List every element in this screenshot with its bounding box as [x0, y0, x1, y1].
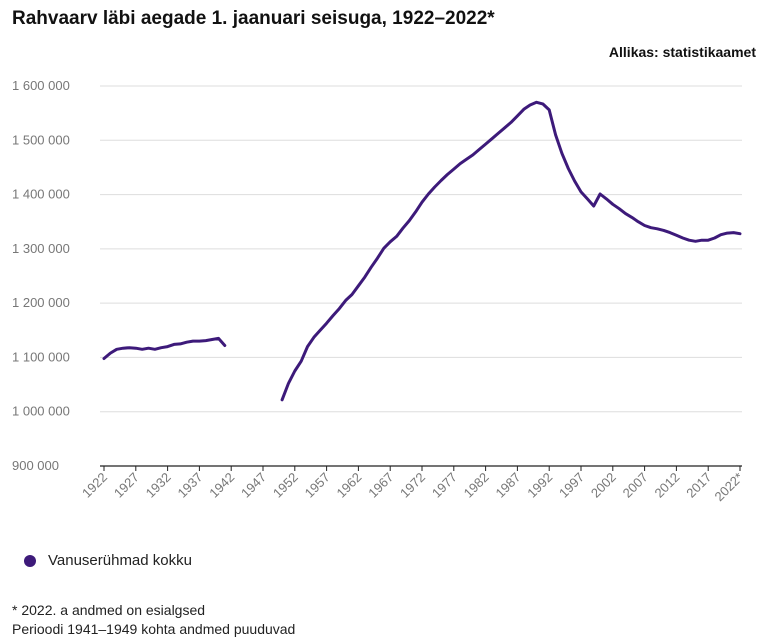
x-tick-label: 1932 [143, 470, 174, 501]
x-tick-label: 2017 [683, 470, 714, 501]
y-tick-label: 1 300 000 [12, 241, 70, 256]
x-tick-label: 1957 [302, 470, 333, 501]
x-tick-label: 1997 [556, 470, 587, 501]
x-tick-label: 1977 [429, 470, 460, 501]
x-tick-label: 1992 [524, 470, 555, 501]
x-tick-label: 2022* [711, 470, 746, 505]
chart-title: Rahvaarv läbi aegade 1. jaanuari seisuga… [12, 8, 495, 29]
y-tick-label: 1 000 000 [12, 404, 70, 419]
x-tick-label: 1962 [333, 470, 364, 501]
footnotes: * 2022. a andmed on esialgsed Perioodi 1… [12, 601, 295, 639]
x-tick-label: 1972 [397, 470, 428, 501]
x-tick-label: 1967 [365, 470, 396, 501]
x-tick-label: 1982 [461, 470, 492, 501]
legend: Vanuserühmad kokku [24, 552, 192, 569]
x-tick-label: 1952 [270, 470, 301, 501]
y-tick-label: 1 400 000 [12, 187, 70, 202]
x-tick-label: 1927 [111, 470, 142, 501]
footnote-missing-period: Perioodi 1941–1949 kohta andmed puuduvad [12, 621, 296, 637]
y-tick-label: 1 600 000 [12, 78, 70, 93]
footnote-preliminary: * 2022. a andmed on esialgsed [12, 602, 206, 618]
x-tick-label: 2012 [651, 470, 682, 501]
series-line-segment-1 [102, 336, 227, 360]
legend-label: Vanuserühmad kokku [48, 552, 192, 569]
y-tick-label: 900 000 [12, 458, 59, 473]
x-tick-label: 1922 [79, 470, 110, 501]
source-label: Allikas: statistikaamet [608, 44, 756, 60]
x-tick-label: 1937 [174, 470, 205, 501]
y-tick-label: 1 200 000 [12, 295, 70, 310]
x-tick-label: 2002 [588, 470, 619, 501]
x-tick-label: 2007 [620, 470, 651, 501]
series-line-segment-2 [280, 100, 742, 402]
y-tick-label: 1 100 000 [12, 349, 70, 364]
y-tick-label: 1 500 000 [12, 132, 70, 147]
x-tick-label: 1987 [492, 470, 523, 501]
legend-marker [24, 554, 36, 567]
x-tick-label: 1942 [206, 470, 237, 501]
x-tick-label: 1947 [238, 470, 269, 501]
